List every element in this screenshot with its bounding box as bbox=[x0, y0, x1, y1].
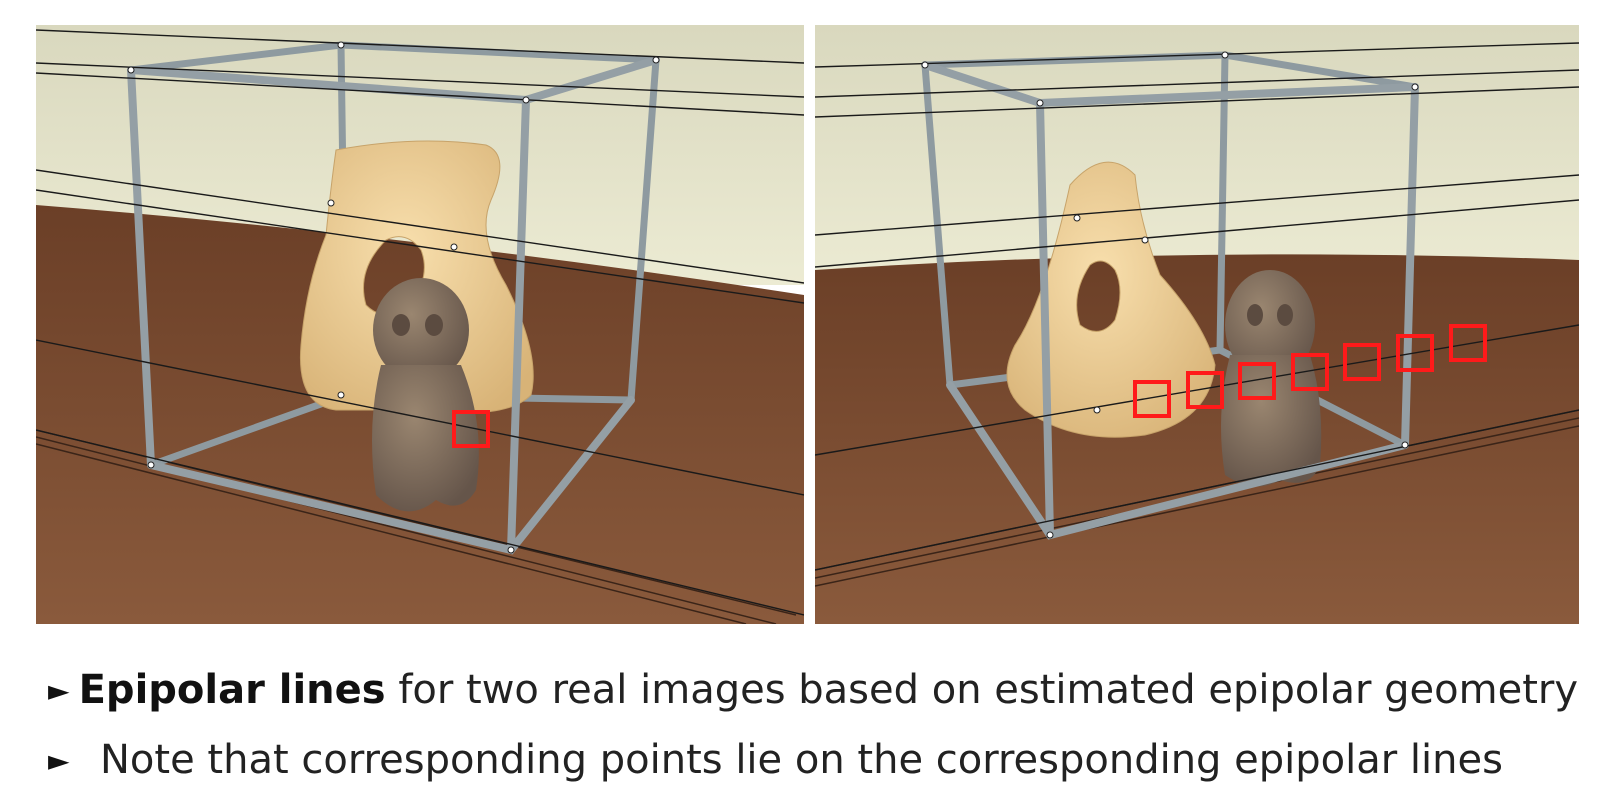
table-surface bbox=[815, 254, 1579, 624]
highlight-box bbox=[1186, 371, 1224, 409]
highlight-boxes bbox=[1133, 324, 1487, 418]
bullet-item: ► Note that corresponding points lie on … bbox=[48, 725, 1578, 795]
bullet-bold-term: Epipolar lines bbox=[78, 667, 386, 713]
triangle-bullet-icon: ► bbox=[48, 673, 70, 707]
highlight-box bbox=[1238, 362, 1276, 400]
epipolar-lines bbox=[36, 29, 804, 616]
highlight-box bbox=[1396, 334, 1434, 372]
bullet-item: ► Epipolar lines for two real images bas… bbox=[48, 655, 1578, 725]
bullet-rest: for two real images based on estimated e… bbox=[398, 667, 1578, 713]
bullet-text: Note that corresponding points lie on th… bbox=[100, 737, 1503, 783]
figurine bbox=[1221, 270, 1322, 487]
highlight-box bbox=[1291, 353, 1329, 391]
left-scene-svg bbox=[36, 25, 804, 624]
highlight-box bbox=[1343, 343, 1381, 381]
epipolar-lines bbox=[815, 42, 1579, 571]
highlight-box bbox=[1133, 380, 1171, 418]
correspondence-points bbox=[921, 51, 1419, 539]
right-stereo-image bbox=[815, 25, 1579, 624]
bullet-text: Epipolar lines for two real images based… bbox=[79, 667, 1578, 713]
right-scene-svg bbox=[815, 25, 1579, 624]
sculpture bbox=[1006, 161, 1216, 438]
bullet-rest: Note that corresponding points lie on th… bbox=[100, 737, 1503, 783]
correspondence-points bbox=[127, 41, 660, 554]
highlight-box bbox=[452, 410, 490, 448]
figurine bbox=[372, 278, 479, 512]
bullet-list: ► Epipolar lines for two real images bas… bbox=[48, 655, 1578, 795]
triangle-bullet-icon: ► bbox=[48, 743, 70, 777]
left-stereo-image bbox=[36, 25, 804, 624]
highlight-box bbox=[1449, 324, 1487, 362]
